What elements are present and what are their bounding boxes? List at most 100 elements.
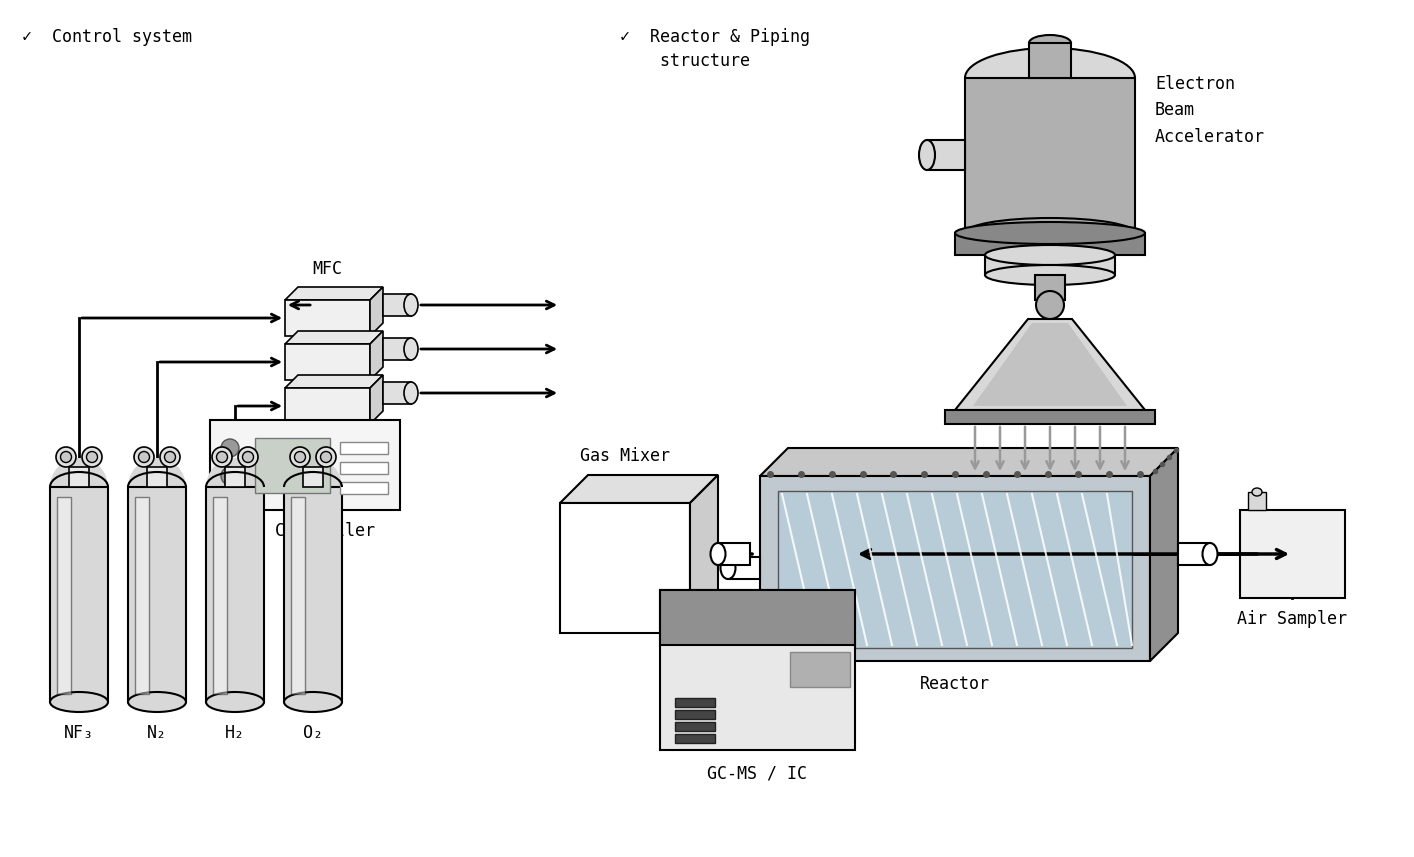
Ellipse shape xyxy=(139,452,150,463)
FancyBboxPatch shape xyxy=(214,497,228,694)
Polygon shape xyxy=(690,475,718,633)
Ellipse shape xyxy=(86,452,98,463)
Text: Air Sampler: Air Sampler xyxy=(1237,610,1348,628)
Ellipse shape xyxy=(1251,488,1263,496)
FancyBboxPatch shape xyxy=(57,497,71,694)
FancyBboxPatch shape xyxy=(383,338,411,360)
FancyBboxPatch shape xyxy=(674,734,715,743)
Ellipse shape xyxy=(1202,543,1217,565)
Text: ✓  Control system: ✓ Control system xyxy=(23,28,192,46)
Ellipse shape xyxy=(710,543,725,565)
FancyBboxPatch shape xyxy=(1029,43,1070,78)
Text: ✓  Reactor & Piping
    structure: ✓ Reactor & Piping structure xyxy=(619,28,810,69)
Ellipse shape xyxy=(221,439,239,457)
Polygon shape xyxy=(370,287,383,336)
FancyBboxPatch shape xyxy=(674,710,715,719)
FancyBboxPatch shape xyxy=(339,482,387,494)
FancyBboxPatch shape xyxy=(69,467,89,487)
Ellipse shape xyxy=(986,265,1116,285)
FancyBboxPatch shape xyxy=(134,497,148,694)
FancyBboxPatch shape xyxy=(986,255,1116,275)
Ellipse shape xyxy=(242,452,253,463)
Ellipse shape xyxy=(404,338,419,360)
FancyBboxPatch shape xyxy=(1249,492,1266,510)
Ellipse shape xyxy=(57,447,76,467)
FancyBboxPatch shape xyxy=(1035,275,1065,300)
Wedge shape xyxy=(49,458,107,487)
Ellipse shape xyxy=(290,447,310,467)
Ellipse shape xyxy=(164,452,175,463)
FancyBboxPatch shape xyxy=(206,487,264,702)
Polygon shape xyxy=(973,323,1127,406)
FancyBboxPatch shape xyxy=(49,487,107,702)
Polygon shape xyxy=(286,287,383,300)
Text: Gas Mixer: Gas Mixer xyxy=(580,447,670,465)
FancyBboxPatch shape xyxy=(660,590,855,645)
Ellipse shape xyxy=(134,447,154,467)
Ellipse shape xyxy=(919,140,935,170)
Ellipse shape xyxy=(61,452,72,463)
FancyBboxPatch shape xyxy=(291,497,305,694)
FancyBboxPatch shape xyxy=(1178,543,1210,565)
Polygon shape xyxy=(560,475,718,503)
Ellipse shape xyxy=(160,447,180,467)
FancyBboxPatch shape xyxy=(286,300,370,336)
Ellipse shape xyxy=(986,245,1116,265)
Ellipse shape xyxy=(315,447,337,467)
Ellipse shape xyxy=(404,294,419,316)
Wedge shape xyxy=(284,458,342,487)
Ellipse shape xyxy=(216,452,228,463)
Ellipse shape xyxy=(221,467,239,485)
Ellipse shape xyxy=(964,48,1135,108)
FancyBboxPatch shape xyxy=(778,491,1133,648)
FancyBboxPatch shape xyxy=(286,388,370,424)
Ellipse shape xyxy=(954,222,1145,244)
FancyBboxPatch shape xyxy=(286,344,370,380)
Ellipse shape xyxy=(238,447,257,467)
FancyBboxPatch shape xyxy=(383,294,411,316)
FancyBboxPatch shape xyxy=(718,543,749,565)
FancyBboxPatch shape xyxy=(560,503,690,633)
FancyBboxPatch shape xyxy=(339,462,387,474)
Polygon shape xyxy=(370,331,383,380)
FancyBboxPatch shape xyxy=(964,78,1135,233)
FancyBboxPatch shape xyxy=(255,438,329,493)
Text: N₂: N₂ xyxy=(147,724,167,742)
Ellipse shape xyxy=(721,557,735,579)
Text: Electron
Beam
Accelerator: Electron Beam Accelerator xyxy=(1155,75,1266,146)
FancyBboxPatch shape xyxy=(383,382,411,404)
FancyBboxPatch shape xyxy=(728,557,759,579)
Wedge shape xyxy=(129,458,187,487)
Ellipse shape xyxy=(284,692,342,712)
Text: MFC Controller: MFC Controller xyxy=(235,522,375,540)
Text: O₂: O₂ xyxy=(303,724,322,742)
Ellipse shape xyxy=(964,218,1135,248)
FancyBboxPatch shape xyxy=(225,467,245,487)
Ellipse shape xyxy=(129,692,187,712)
FancyBboxPatch shape xyxy=(1240,510,1345,598)
Polygon shape xyxy=(1150,448,1178,661)
Polygon shape xyxy=(286,375,383,388)
FancyBboxPatch shape xyxy=(790,652,850,687)
Ellipse shape xyxy=(1036,291,1063,319)
Ellipse shape xyxy=(49,692,107,712)
Ellipse shape xyxy=(321,452,331,463)
FancyBboxPatch shape xyxy=(759,476,1150,661)
Wedge shape xyxy=(206,458,264,487)
Ellipse shape xyxy=(206,692,264,712)
FancyBboxPatch shape xyxy=(928,140,964,170)
Polygon shape xyxy=(759,448,1178,476)
FancyBboxPatch shape xyxy=(284,487,342,702)
FancyBboxPatch shape xyxy=(147,467,167,487)
FancyBboxPatch shape xyxy=(339,442,387,454)
Polygon shape xyxy=(286,331,383,344)
FancyBboxPatch shape xyxy=(303,467,322,487)
Text: MFC: MFC xyxy=(312,260,342,278)
FancyBboxPatch shape xyxy=(660,590,855,750)
Ellipse shape xyxy=(1029,35,1070,51)
Polygon shape xyxy=(370,375,383,424)
Text: GC-MS / IC: GC-MS / IC xyxy=(707,764,807,782)
FancyBboxPatch shape xyxy=(945,410,1155,424)
Text: NF₃: NF₃ xyxy=(64,724,93,742)
FancyBboxPatch shape xyxy=(674,698,715,707)
